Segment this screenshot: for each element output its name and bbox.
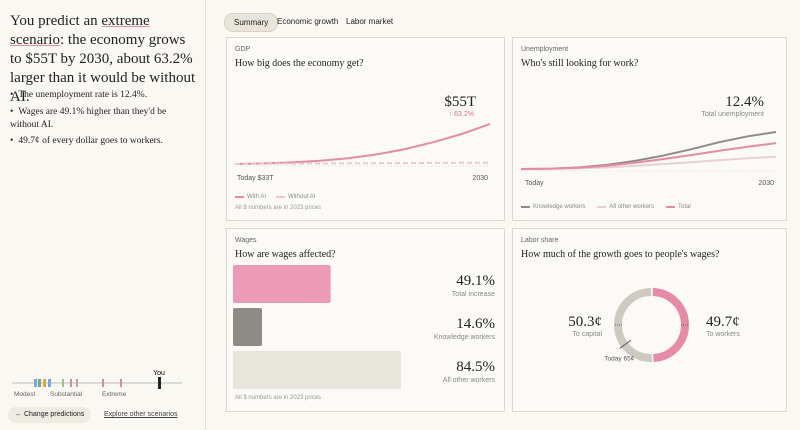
donut-segment [652,288,689,362]
x-end: 2030 [758,180,774,187]
tab[interactable]: Economic growth [277,17,339,26]
value-label: 49.7¢ [706,314,740,330]
headline-value: 12.4% [725,94,764,110]
today-marker [619,339,632,349]
card-question: How are wages affected? [235,249,336,260]
card-label: Labor share [521,237,559,244]
line-series [235,123,490,165]
change-button[interactable]: ← Change predictions [8,407,92,423]
legend-item: With AI [235,194,266,200]
legend-label: All other workers [609,204,655,210]
slider-label: Modest [14,391,36,398]
bar [233,265,331,303]
legend-label: Total [678,204,691,210]
unemployment-card: Unemployment Who's still looking for wor… [512,37,787,221]
card-label: Unemployment [521,46,569,53]
slider-dot [34,379,37,387]
legend: With AI Without AI [235,194,315,200]
category-label: To capital [572,331,602,338]
bullet: 49.7¢ of every dollar goes to workers. [10,135,190,148]
slider-dot [48,379,51,387]
category-label: Knowledge workers [433,334,495,341]
x-end: 2030 [472,175,488,182]
card-question: Who's still looking for work? [521,58,639,69]
headline-highlight: extreme scenario [10,13,150,48]
line-series [235,161,490,165]
labor-share-card: Labor share How much of the growth goes … [512,228,787,412]
wages-card: Wages How are wages affected? All $ numb… [226,228,505,412]
legend-swatch [235,196,244,198]
slider[interactable]: You Modest Substantial Extreme [10,368,185,400]
legend-swatch [666,206,676,208]
slider-dot [102,379,104,387]
slider-marker: You [153,370,165,377]
value-label: 14.6% [456,316,495,332]
card-label: GDP [235,46,251,53]
x-start: Today $33T [237,175,274,182]
card-question: How much of the growth goes to people's … [521,249,720,260]
bar [233,351,401,389]
legend-swatch [597,206,607,208]
tab[interactable]: Summary [224,13,279,32]
legend-item: All other workers [597,204,654,210]
slider-handle[interactable] [158,377,161,389]
slider-dot [76,379,78,387]
card-label: Wages [235,237,257,244]
slider-dot [62,379,64,387]
headline-change: ↑ 63.2% [448,111,474,118]
card-question: How big does the economy get? [235,58,364,69]
legend-swatch [276,196,286,198]
line-series [521,142,776,170]
legend-item: Without AI [276,194,315,200]
button-label: Change predictions [23,411,85,418]
x-start: Today [525,180,544,187]
slider-dot [38,379,41,387]
donut-segment [613,288,652,363]
legend-label: Knowledge workers [533,204,586,210]
line-series [521,131,776,170]
slider-label: Substantial [50,391,83,398]
bar [233,308,263,346]
category-label: Total increase [451,291,495,298]
line-chart [521,131,776,172]
legend-item: Total [666,204,691,210]
slider-dot [120,379,122,387]
line-chart [235,123,490,167]
sidebar: You predict an extreme scenario: the eco… [0,0,206,430]
headline-text: You predict an [10,13,102,29]
slider-dot [70,379,72,387]
category-label: All other workers [442,377,495,384]
explore-link[interactable]: Explore other scenarios [104,411,178,418]
headline-value: $55T [444,94,476,110]
bar-chart [233,265,401,389]
legend-label: With AI [247,194,267,200]
tab[interactable]: Labor market [346,17,394,26]
category-label: To workers [706,331,740,338]
legend: Knowledge workers All other workers Total [521,204,691,210]
donut-chart: Today 65¢ [604,288,689,363]
bullet: The unemployment rate is 12.4%. [10,89,190,102]
legend-label: Without AI [288,194,316,200]
value-label: 50.3¢ [568,314,602,330]
slider-dot [43,379,46,387]
legend-item: Knowledge workers [521,204,585,210]
value-label: 84.5% [456,359,495,375]
note: All $ numbers are in 2023 prices [235,395,322,401]
value-label: 49.1% [456,273,495,289]
note: All $ numbers are in 2023 prices [235,205,322,211]
bullet: Wages are 49.1% higher than they'd be wi… [10,106,190,132]
slider-label: Extreme [102,391,127,398]
legend-swatch [521,206,530,208]
headline-caption: Total unemployment [701,111,764,118]
gdp-card: GDP How big does the economy get? $55T ↑… [226,37,505,221]
today-label: Today 65¢ [604,355,634,362]
